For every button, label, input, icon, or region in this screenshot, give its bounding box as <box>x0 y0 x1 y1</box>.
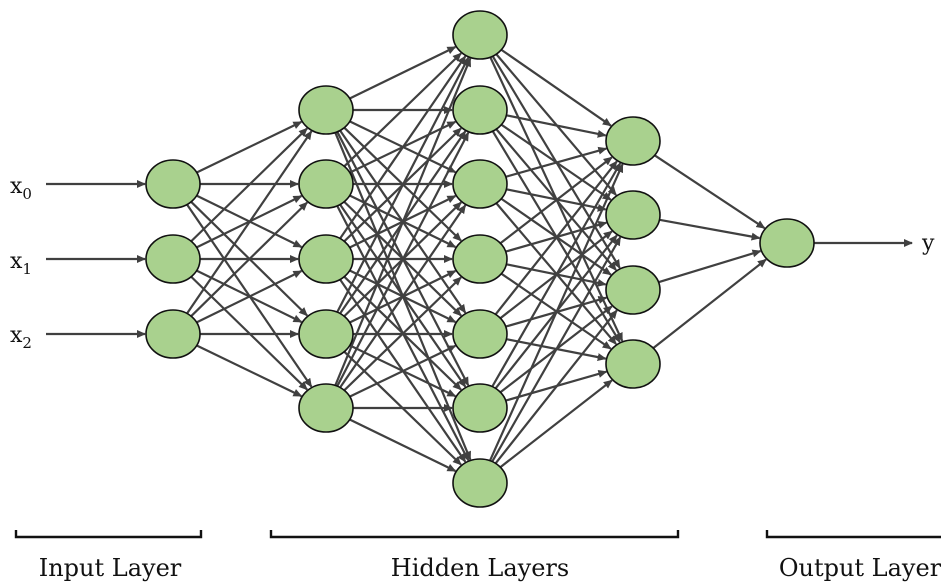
edge-l3-n0-to-n0 <box>654 154 766 230</box>
edge-l1-n4-to-n1 <box>336 131 470 387</box>
hidden2-neuron-3 <box>452 234 508 284</box>
edge-l2-n5-to-n0 <box>491 162 622 388</box>
neurons <box>145 10 815 508</box>
edge-l2-n6-to-n1 <box>491 236 622 463</box>
hidden2-neuron-0 <box>452 10 508 60</box>
input-label-x2: x2 <box>10 323 32 352</box>
edge-l2-n1-to-n0 <box>506 114 607 138</box>
edge-l3-n3-to-n0 <box>652 258 767 349</box>
hidden3-neuron-3 <box>605 339 661 389</box>
edge-l0-n2-to-n1 <box>190 201 308 318</box>
input-label-x0: x0 <box>10 174 32 203</box>
edge-l0-n1-to-n0 <box>190 127 308 243</box>
output-label-y: y <box>921 231 935 256</box>
edge-l2-n6-to-n2 <box>494 309 618 465</box>
edge-l1-n0-to-n0 <box>349 45 457 100</box>
hidden1-neuron-4 <box>298 383 354 433</box>
hidden3-neuron-2 <box>605 265 661 315</box>
edge-l3-n1-to-n0 <box>659 218 761 241</box>
input-label-x1: x1 <box>10 249 32 278</box>
input-neuron-0 <box>145 159 201 209</box>
input-layer-label: Input Layer <box>39 554 182 582</box>
hidden3-neuron-1 <box>605 190 661 240</box>
edge-l2-n2-to-n0 <box>505 146 608 178</box>
edge-l1-n1-to-n0 <box>343 52 462 168</box>
edge-l2-n6-to-n3 <box>499 379 613 469</box>
edge-l2-n6-to-n0 <box>488 163 624 462</box>
edge-l3-n2-to-n0 <box>658 249 762 284</box>
hidden2-neuron-1 <box>452 85 508 135</box>
edge-l0-n2-to-n0 <box>186 130 313 315</box>
hidden1-neuron-2 <box>298 234 354 284</box>
input-neuron-1 <box>145 234 201 284</box>
edge-l1-n4-to-n4 <box>349 344 457 398</box>
io-connections <box>46 180 913 338</box>
edge-l0-n2-to-n2 <box>196 270 303 324</box>
edge-l1-n3-to-n0 <box>336 56 470 313</box>
hidden2-neuron-5 <box>452 383 508 433</box>
output-layer-label: Output Layer <box>779 554 941 582</box>
connections <box>186 45 767 473</box>
hidden2-neuron-2 <box>452 159 508 209</box>
input-layer-bracket <box>14 530 203 539</box>
edge-l1-n4-to-n2 <box>339 204 467 389</box>
hidden1-neuron-1 <box>298 159 354 209</box>
hidden-layers-bracket <box>269 530 680 539</box>
edge-l2-n3-to-n0 <box>499 156 613 245</box>
hidden1-neuron-3 <box>298 309 354 359</box>
hidden-layers-label: Hidden Layers <box>391 554 569 582</box>
edge-l1-n4-to-n3 <box>343 276 462 392</box>
edge-l2-n4-to-n0 <box>494 160 618 316</box>
hidden3-neuron-0 <box>605 116 661 166</box>
input-neuron-2 <box>145 309 201 359</box>
hidden1-neuron-0 <box>298 85 354 135</box>
edge-l0-n0-to-n0 <box>196 120 303 174</box>
hidden2-neuron-6 <box>452 458 508 508</box>
hidden2-neuron-4 <box>452 309 508 359</box>
edge-l1-n4-to-n6 <box>349 418 457 473</box>
edge-l1-n4-to-n0 <box>334 57 472 386</box>
edge-l1-n2-to-n0 <box>339 55 467 240</box>
output-layer-bracket <box>765 530 941 539</box>
edge-l2-n0-to-n0 <box>500 48 612 127</box>
output-neuron-0 <box>759 218 815 268</box>
edge-l0-n2-to-n4 <box>196 344 303 398</box>
